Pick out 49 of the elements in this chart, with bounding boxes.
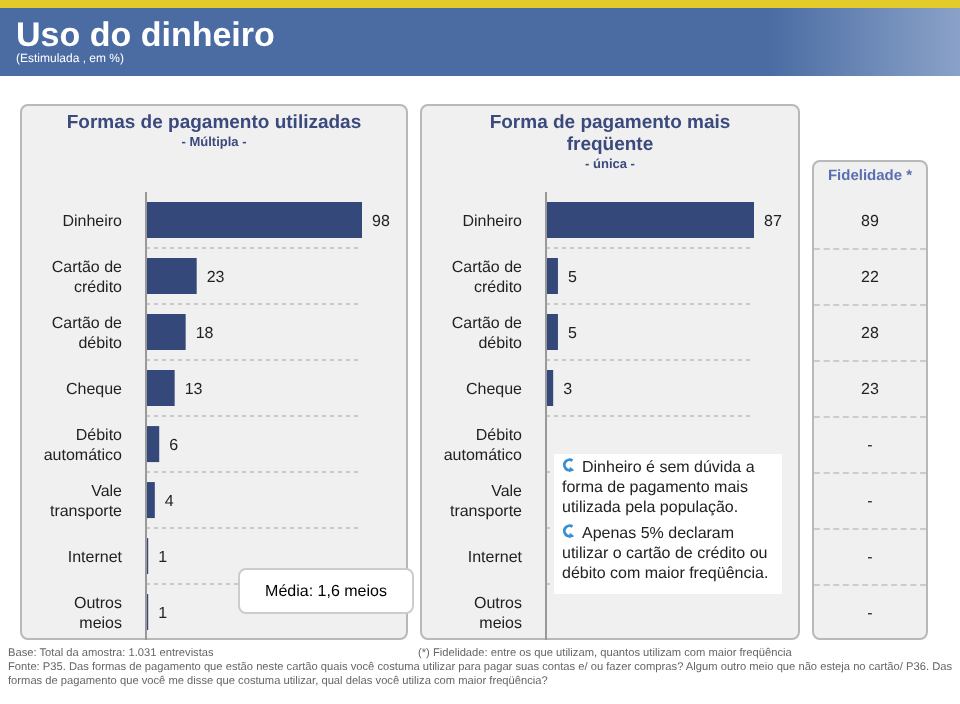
- annotation: Dinheiro é sem dúvida a forma de pagamento mais utilizada pela população.: [562, 458, 757, 518]
- y-tick-label: Cheque: [65, 380, 124, 398]
- annotation: Apenas 5% declaram utilizar o cartão de crédito ou débito com maior freqüência.: [562, 524, 771, 584]
- data-label: -: [814, 472, 926, 528]
- y-tick-label: Cartão de crédito: [51, 258, 124, 296]
- data-label: 5: [567, 267, 578, 286]
- y-tick-label: Vale transporte: [49, 482, 124, 520]
- data-label: 1: [158, 603, 169, 622]
- y-tick-label: Cheque: [465, 380, 524, 398]
- callout-box: Média: 1,6 meios: [238, 568, 414, 614]
- data-label: 4: [164, 491, 175, 510]
- data-label: 22: [814, 248, 926, 304]
- y-tick-label: Internet: [67, 548, 124, 566]
- y-tick-label: Outros meios: [73, 594, 122, 632]
- chart-title: Forma de pagamento mais freqüente: [487, 112, 733, 156]
- y-tick-label: Dinheiro: [462, 212, 524, 230]
- chart-title: Formas de pagamento utilizadas: [64, 112, 364, 134]
- y-tick-label: Cartão de débito: [451, 314, 524, 352]
- y-tick-label: Internet: [467, 548, 524, 566]
- bar: [146, 482, 155, 519]
- data-label: -: [814, 584, 926, 640]
- data-label: 87: [764, 211, 783, 230]
- text: Uso do dinheiro: [16, 16, 275, 54]
- data-label: 89: [859, 209, 881, 233]
- data-label: 1: [158, 547, 169, 566]
- y-tick-label: Cartão de débito: [51, 314, 124, 352]
- y-tick-label: Vale transporte: [449, 482, 524, 520]
- data-label: 28: [814, 304, 926, 360]
- data-label: 18: [195, 323, 215, 342]
- y-tick-label: Dinheiro: [62, 212, 124, 230]
- bar: [146, 426, 160, 463]
- data-label: 6: [169, 435, 180, 454]
- y-tick-label: Cartão de crédito: [451, 258, 524, 296]
- data-label: 23: [206, 267, 226, 286]
- y-tick-label: Outros meios: [473, 594, 522, 632]
- y-tick-label: Débito automático: [43, 426, 124, 464]
- data-label: -: [814, 528, 926, 584]
- data-label: -: [814, 416, 926, 472]
- bar: [146, 314, 186, 351]
- data-label: 23: [814, 360, 926, 416]
- y-tick-label: Débito automático: [443, 426, 524, 464]
- bar: [146, 202, 362, 239]
- bar: [146, 370, 175, 407]
- data-label: 98: [372, 211, 391, 230]
- callout-box: Dinheiro é sem dúvida a forma de pagamento mais utilizada pela população. Apenas 5% declaram utilizar o cartão de crédito ou débito com maior freqüência.: [554, 454, 782, 594]
- data-label: 13: [184, 379, 204, 398]
- bar: [146, 258, 197, 295]
- data-label: 3: [563, 379, 574, 398]
- data-label: 5: [567, 323, 578, 342]
